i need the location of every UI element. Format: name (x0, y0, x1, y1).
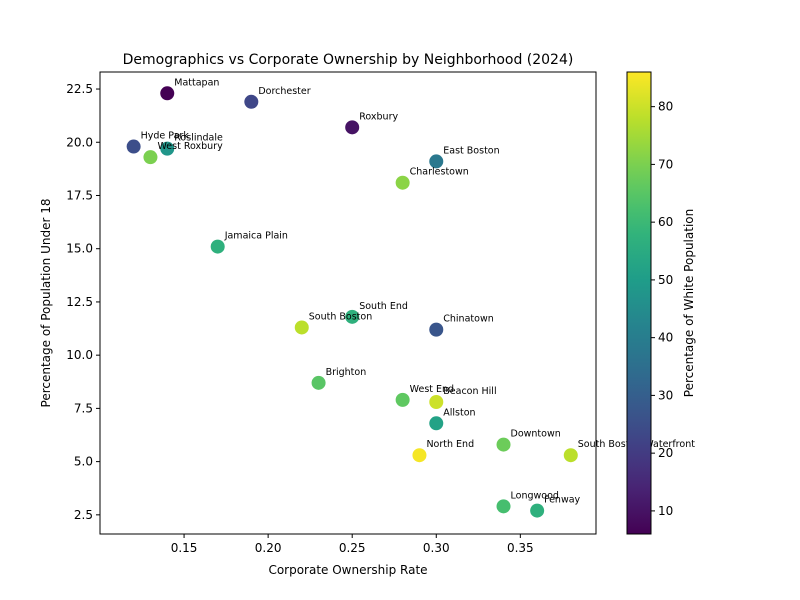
colorbar-tick-label: 10 (658, 504, 673, 518)
chart-title: Demographics vs Corporate Ownership by N… (123, 52, 574, 68)
point-label: Roxbury (359, 111, 398, 122)
data-point (311, 375, 326, 390)
data-point (412, 448, 427, 463)
point-label: South End (359, 301, 408, 312)
y-tick-label: 20.0 (66, 135, 93, 149)
colorbar-tick-label: 60 (658, 215, 673, 229)
data-point (160, 141, 175, 156)
point-label: Fenway (544, 495, 580, 506)
data-point (563, 448, 578, 463)
point-label: Charlestown (410, 167, 469, 178)
colorbar-tick-label: 20 (658, 446, 673, 460)
data-point (160, 86, 175, 101)
data-point (530, 503, 545, 518)
x-tick-label: 0.15 (171, 541, 198, 555)
x-tick-label: 0.25 (339, 541, 366, 555)
point-label: Roslindale (174, 133, 223, 144)
y-tick-label: 10.0 (66, 348, 93, 362)
x-tick-label: 0.20 (255, 541, 282, 555)
y-tick-label: 7.5 (74, 401, 93, 415)
data-point (496, 437, 511, 452)
point-label: Downtown (511, 429, 561, 440)
point-label: Longwood (511, 490, 559, 501)
data-point (429, 416, 444, 431)
data-point (496, 499, 511, 514)
colorbar-label: Percentage of White Population (682, 209, 696, 397)
data-point (395, 175, 410, 190)
data-point (210, 239, 225, 254)
y-tick-label: 17.5 (66, 188, 93, 202)
colorbar: 10 20 30 40 50 60 70 80 (626, 71, 673, 535)
point-label: Beacon Hill (443, 386, 496, 397)
point-label: East Boston (443, 145, 499, 156)
data-point (395, 392, 410, 407)
plot-area: 0.15 0.20 0.25 0.30 0.35 2.5 5.0 7.5 10.0 12.5 15.… (66, 71, 695, 555)
x-axis-label: Corporate Ownership Rate (268, 563, 427, 577)
data-point (429, 322, 444, 337)
point-label: Brighton (326, 367, 367, 378)
x-tick-label: 0.30 (423, 541, 450, 555)
point-label: Allston (443, 407, 475, 418)
plot-frame (99, 71, 597, 535)
colorbar-tick-label: 30 (658, 388, 673, 402)
colorbar-tick-label: 70 (658, 157, 673, 171)
y-tick-label: 12.5 (66, 295, 93, 309)
point-label: South Boston (309, 311, 372, 322)
point-label: West End (410, 384, 454, 395)
colorbar-tick-label: 50 (658, 273, 673, 287)
point-label: Hyde Park (141, 131, 190, 142)
point-label: Dorchester (258, 86, 310, 97)
data-point (429, 154, 444, 169)
data-point (126, 139, 141, 154)
x-tick-label: 0.35 (507, 541, 534, 555)
y-tick-label: 22.5 (66, 82, 93, 96)
point-label: Chinatown (443, 314, 493, 325)
y-tick-label: 5.0 (74, 455, 93, 469)
point-label: Mattapan (174, 77, 219, 88)
data-point (345, 120, 360, 135)
data-point (345, 309, 360, 324)
y-tick-label: 15.0 (66, 242, 93, 256)
colorbar-gradient (626, 71, 652, 535)
point-label: North End (426, 439, 474, 450)
colorbar-tick-label: 40 (658, 331, 673, 345)
data-point (143, 150, 158, 165)
point-label: Jamaica Plain (224, 231, 288, 242)
data-point (294, 320, 309, 335)
y-tick-label: 2.5 (74, 508, 93, 522)
data-point (429, 395, 444, 409)
data-point (244, 94, 259, 109)
point-label: West Roxbury (157, 141, 223, 152)
colorbar-tick-label: 80 (658, 100, 673, 114)
y-axis-label: Percentage of Population Under 18 (39, 199, 53, 408)
